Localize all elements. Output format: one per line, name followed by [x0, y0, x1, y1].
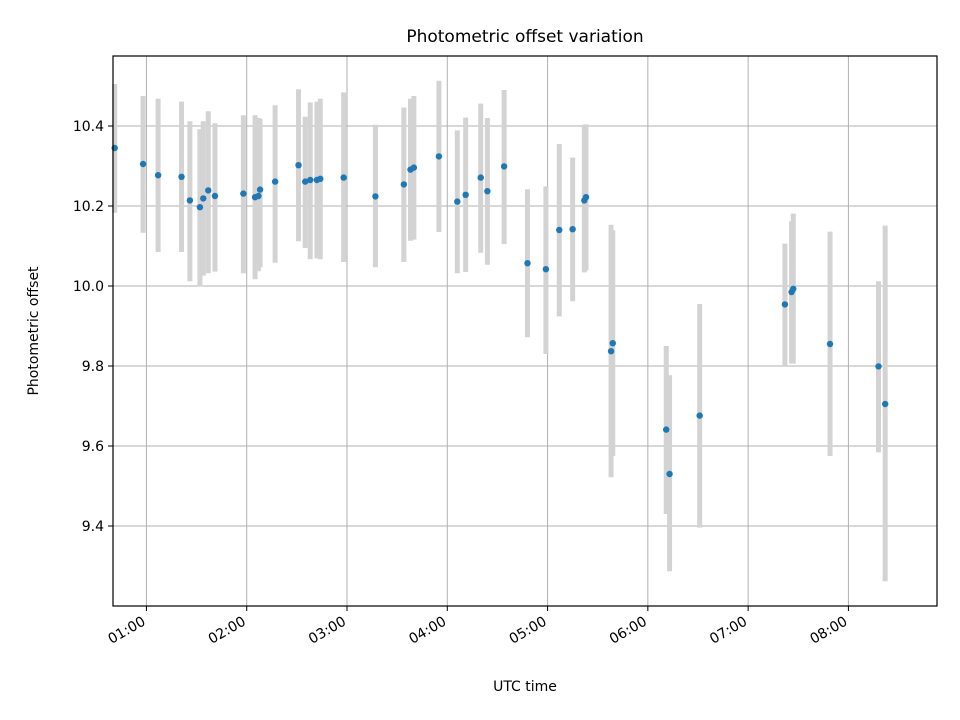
- data-point: [542, 266, 550, 273]
- data-point: [435, 153, 443, 160]
- data-point: [556, 226, 563, 234]
- x-tick-label: 03:00: [306, 614, 349, 648]
- data-point: [462, 191, 469, 198]
- data-point: [211, 192, 219, 200]
- x-tick-label: 04:00: [406, 614, 449, 648]
- data-point: [477, 174, 484, 181]
- data-point: [317, 175, 324, 182]
- y-axis-label: Photometric offset: [26, 266, 42, 396]
- data-point: [484, 188, 491, 195]
- x-tick-label: 06:00: [607, 614, 650, 648]
- data-point: [524, 260, 531, 267]
- data-point: [256, 186, 264, 193]
- x-axis: 01:00 02:00 03:00 04:00 05:00 06:00 07:00 08:00: [105, 606, 850, 648]
- data-point: [186, 197, 194, 204]
- data-point: [881, 400, 889, 408]
- error-bars: [112, 80, 888, 582]
- data-point: [663, 426, 670, 433]
- data-point: [271, 178, 279, 185]
- data-point: [781, 301, 789, 308]
- plot-frame: [112, 55, 938, 607]
- x-tick-label: 02:00: [206, 614, 249, 648]
- data-point: [400, 181, 408, 188]
- data-point: [240, 190, 247, 197]
- y-tick-label: 10.4: [73, 119, 104, 135]
- data-point: [607, 348, 615, 355]
- x-tick-label: 08:00: [807, 614, 850, 648]
- data-point: [410, 164, 418, 171]
- data-point: [569, 226, 576, 233]
- x-tick-label: 07:00: [707, 614, 750, 648]
- data-point: [295, 162, 302, 169]
- data-points: [111, 144, 889, 478]
- data-point: [340, 174, 347, 181]
- y-tick-label: 10.2: [73, 199, 104, 215]
- data-point: [205, 187, 212, 194]
- y-tick-label: 9.8: [82, 359, 104, 375]
- grid: [113, 56, 937, 606]
- data-point: [139, 160, 147, 168]
- y-tick-label: 9.4: [82, 519, 104, 535]
- data-point: [696, 412, 703, 419]
- data-point: [302, 178, 309, 185]
- data-point: [154, 172, 162, 179]
- data-point: [200, 195, 207, 202]
- y-tick-label: 10.0: [73, 279, 104, 295]
- x-tick-label: 01:00: [105, 614, 148, 648]
- data-point: [609, 340, 616, 347]
- data-point: [307, 176, 314, 184]
- data-point: [255, 192, 262, 200]
- data-point: [178, 173, 185, 180]
- data-point: [372, 193, 379, 200]
- data-point: [666, 470, 673, 478]
- data-point: [454, 198, 461, 205]
- y-tick-label: 9.6: [82, 439, 104, 455]
- data-point: [582, 194, 590, 201]
- y-axis: 9.4 9.6 9.8 10.0 10.2 10.4: [73, 119, 113, 535]
- data-point: [500, 163, 508, 170]
- x-tick-label: 05:00: [507, 614, 550, 648]
- chart-title: Photometric offset variation: [406, 27, 643, 47]
- x-axis-label: UTC time: [493, 679, 557, 695]
- data-point: [196, 204, 204, 211]
- data-point: [875, 363, 882, 370]
- data-point: [790, 285, 797, 292]
- data-point: [826, 340, 834, 348]
